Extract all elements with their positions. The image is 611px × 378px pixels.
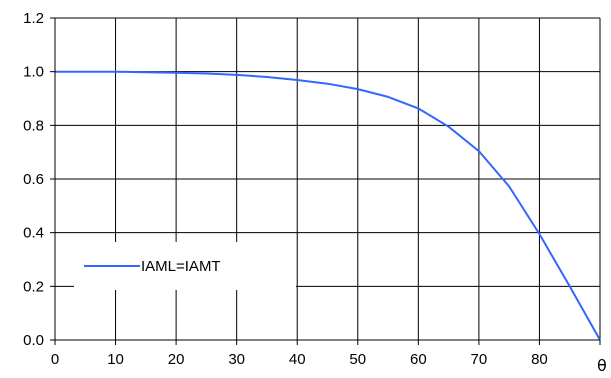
x-tick-label-1: 10 <box>107 351 124 368</box>
legend-label: IAML=IAMT <box>141 258 221 275</box>
x-tick-label-3: 30 <box>228 351 245 368</box>
y-tick-label-0: 0.0 <box>23 332 44 349</box>
x-axis-label: θ <box>597 356 607 375</box>
y-tick-label-1: 0.2 <box>23 278 44 295</box>
x-tick-label-2: 20 <box>168 351 185 368</box>
legend: IAML=IAMT <box>74 242 296 290</box>
y-tick-label-2: 0.4 <box>23 225 44 242</box>
y-tick-label-6: 1.2 <box>23 10 44 27</box>
x-tick-label-7: 70 <box>471 351 488 368</box>
y-tick-label-4: 0.8 <box>23 117 44 134</box>
tick-labels: 0.0 0.2 0.4 0.6 0.8 1.0 1.2 0 10 20 30 40 50 60 70 80 <box>23 10 548 368</box>
y-tick-label-3: 0.6 <box>23 171 44 188</box>
axes <box>50 17 601 345</box>
series-layer <box>55 70 601 341</box>
series-line-0 <box>55 70 601 341</box>
y-tick-label-5: 1.0 <box>23 64 44 81</box>
x-tick-label-0: 0 <box>51 351 59 368</box>
x-tick-label-4: 40 <box>289 351 306 368</box>
x-tick-label-6: 60 <box>410 351 427 368</box>
x-tick-label-8: 80 <box>531 351 548 368</box>
x-tick-label-5: 50 <box>349 351 366 368</box>
